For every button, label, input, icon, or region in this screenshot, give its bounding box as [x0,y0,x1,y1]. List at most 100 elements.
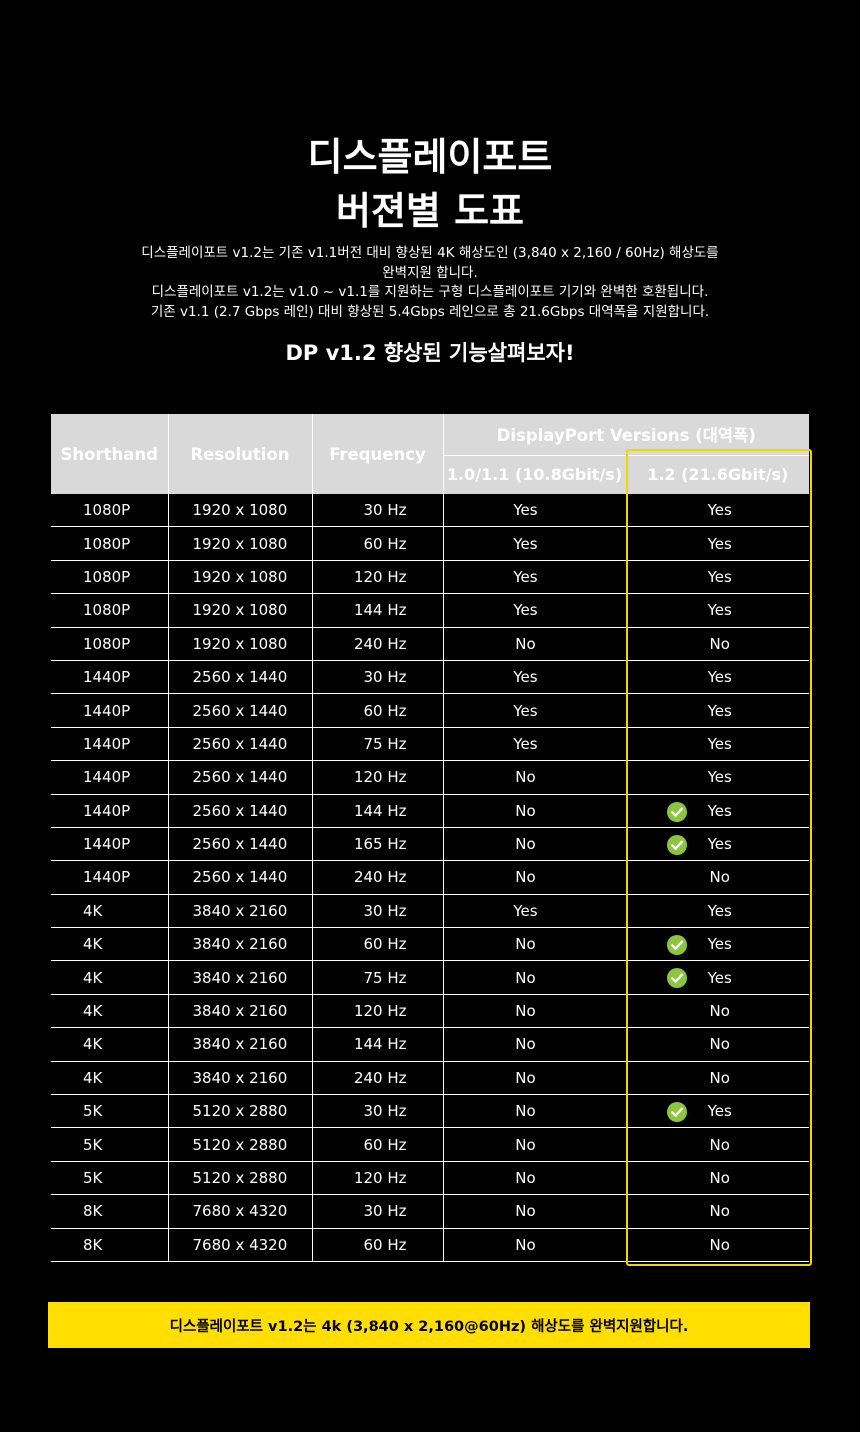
cell-frequency-text: 240 Hz [353,634,407,653]
cell-frequency: 240 Hz [312,1061,444,1096]
cell-version-2: Yes [626,693,810,728]
cell-frequency-text: 144 Hz [353,1035,407,1054]
cell-version-1: No [443,994,627,1029]
cell-shorthand-text: 5K [83,1102,103,1121]
cell-version-1: No [443,760,627,795]
cell-frequency-text: 30 Hz [363,668,407,687]
cell-version-1-text: No [515,1135,536,1154]
check-circle-icon [666,801,687,822]
cell-frequency-text: 60 Hz [363,935,407,954]
intro-line: 기존 v1.1 (2.7 Gbps 레인) 대비 향상된 5.4Gbps 레인으… [150,303,710,320]
cell-shorthand: 5K [51,1161,169,1196]
cell-version-2-text: No [709,1002,730,1021]
cell-shorthand: 4K [51,1061,169,1096]
check-circle-icon [666,935,687,956]
cell-version-2: No [626,1194,810,1229]
cell-resolution-text: 3840 x 2160 [192,1068,288,1087]
cell-frequency: 30 Hz [312,494,444,528]
cell-version-2-text: Yes [707,801,732,820]
summary-banner: 디스플레이포트 v1.2는 4k (3,840 x 2,160@60Hz) 해상… [48,1302,810,1348]
cell-shorthand-text: 1080P [83,634,131,653]
cell-version-2-text: No [709,634,730,653]
cell-shorthand-text: 1440P [83,868,131,887]
cell-frequency-text: 30 Hz [363,1202,407,1221]
cell-version-2: Yes [626,526,810,561]
cell-version-1: No [443,1228,627,1262]
cell-frequency-text: 75 Hz [363,968,407,987]
cell-frequency: 30 Hz [312,660,444,695]
cell-resolution: 1920 x 1080 [168,627,313,661]
cell-version-2: No [626,1127,810,1162]
cell-frequency: 120 Hz [312,994,444,1029]
cell-resolution: 3840 x 2160 [168,1061,313,1096]
cell-version-1-text: Yes [513,567,538,586]
section-subtitle: DP v1.2 향상된 기능살펴보자! [285,341,575,365]
cell-resolution-text: 1920 x 1080 [192,534,288,553]
cell-version-2-text: No [709,1135,730,1154]
cell-version-1-text: No [515,835,536,854]
cell-shorthand: 4K [51,960,169,995]
table-row: 4K 3840 x 2160 144 Hz No No [51,1027,810,1062]
cell-resolution: 7680 x 4320 [168,1194,313,1229]
cell-version-2: Yes [626,560,810,595]
cell-shorthand: 1440P [51,760,169,795]
cell-version-2-text: Yes [707,901,732,920]
table-row: 1080P 1920 x 1080 144 Hz Yes Yes [51,593,810,628]
table-row: 1440P 2560 x 1440 60 Hz Yes Yes [51,693,810,728]
cell-version-2-text: Yes [707,734,732,753]
cell-resolution-text: 7680 x 4320 [192,1202,288,1221]
cell-version-1: Yes [443,693,627,728]
cell-version-2-text: No [709,1169,730,1187]
cell-resolution: 2560 x 1440 [168,827,313,862]
cell-version-2: Yes [626,1094,810,1129]
page-title: 디스플레이포트 버젼별 도표 [0,130,860,238]
cell-shorthand-text: 1440P [83,734,131,753]
cell-shorthand: 1080P [51,593,169,628]
table-row: 1440P 2560 x 1440 144 Hz No Yes [51,794,810,828]
table-row: 5K 5120 x 2880 30 Hz No Yes [51,1094,810,1129]
cell-shorthand-text: 4K [83,1068,103,1087]
table-row: 1440P 2560 x 1440 240 Hz No No [51,860,810,895]
cell-frequency: 75 Hz [312,960,444,995]
cell-version-2: Yes [626,593,810,628]
intro-text: 디스플레이포트 v1.2는 기존 v1.1버전 대비 향상된 4K 해상도인 (… [0,244,860,322]
cell-version-1-text: No [515,1202,536,1221]
cell-version-1-text: No [515,1169,536,1187]
cell-resolution-text: 3840 x 2160 [192,1002,288,1021]
cell-version-1: No [443,1194,627,1229]
cell-resolution-text: 7680 x 4320 [192,1235,288,1254]
cell-resolution-text: 5120 x 2880 [192,1102,288,1121]
cell-resolution: 2560 x 1440 [168,794,313,828]
cell-resolution-text: 5120 x 2880 [192,1169,288,1187]
table-row: 1080P 1920 x 1080 30 Hz Yes Yes [51,494,810,528]
cell-shorthand-text: 1080P [83,601,131,620]
cell-frequency: 144 Hz [312,1027,444,1062]
header-resolution: Resolution [168,414,313,494]
cell-shorthand-text: 4K [83,1035,103,1054]
cell-version-1: Yes [443,894,627,929]
cell-version-2-text: Yes [707,768,732,787]
cell-shorthand: 1080P [51,494,169,528]
cell-version-1: No [443,860,627,895]
title-line-1: 디스플레이포트 [307,135,553,179]
table-row: 4K 3840 x 2160 120 Hz No No [51,994,810,1029]
cell-resolution: 2560 x 1440 [168,760,313,795]
cell-frequency-text: 120 Hz [353,567,407,586]
cell-version-1-text: No [515,868,536,887]
cell-version-2-text: No [709,1235,730,1254]
cell-version-1-text: Yes [513,668,538,687]
header-frequency: Frequency [312,414,444,494]
cell-version-1-text: No [515,1235,536,1254]
cell-shorthand-text: 1440P [83,835,131,854]
cell-version-2-text: Yes [707,668,732,687]
cell-version-1-text: No [515,1035,536,1054]
cell-version-2: No [626,1061,810,1096]
cell-frequency: 60 Hz [312,693,444,728]
cell-frequency-text: 60 Hz [363,1135,407,1154]
table-row: 8K 7680 x 4320 60 Hz No No [51,1228,810,1262]
table-row: 4K 3840 x 2160 75 Hz No Yes [51,960,810,995]
cell-shorthand-text: 4K [83,935,103,954]
cell-frequency: 60 Hz [312,1127,444,1162]
cell-frequency: 120 Hz [312,560,444,595]
cell-frequency: 60 Hz [312,927,444,962]
